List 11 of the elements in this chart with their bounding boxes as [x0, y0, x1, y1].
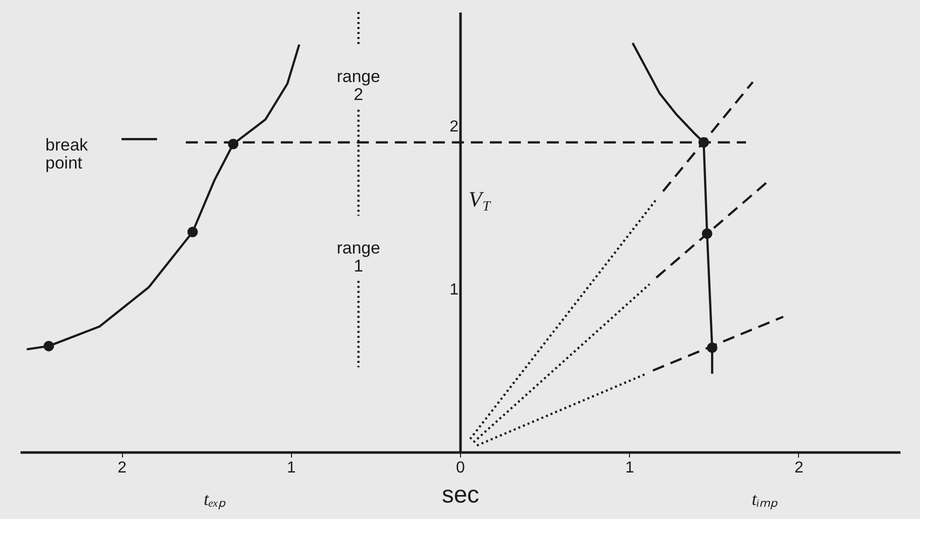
annotation: range 1 [336, 238, 380, 276]
x-tick-label: 2 [794, 460, 804, 476]
text: tᵢₘₚ [752, 489, 779, 510]
x-tick-label: 0 [456, 460, 466, 476]
x-axis-title: sec [442, 482, 480, 508]
text: tₑₓₚ [204, 489, 227, 510]
x-tick-label: 1 [286, 460, 296, 476]
x-tick-label: 2 [118, 460, 127, 476]
x-tick-label: 1 [625, 460, 634, 476]
annotation: break point [45, 136, 88, 173]
annotation: range 2 [336, 67, 380, 104]
